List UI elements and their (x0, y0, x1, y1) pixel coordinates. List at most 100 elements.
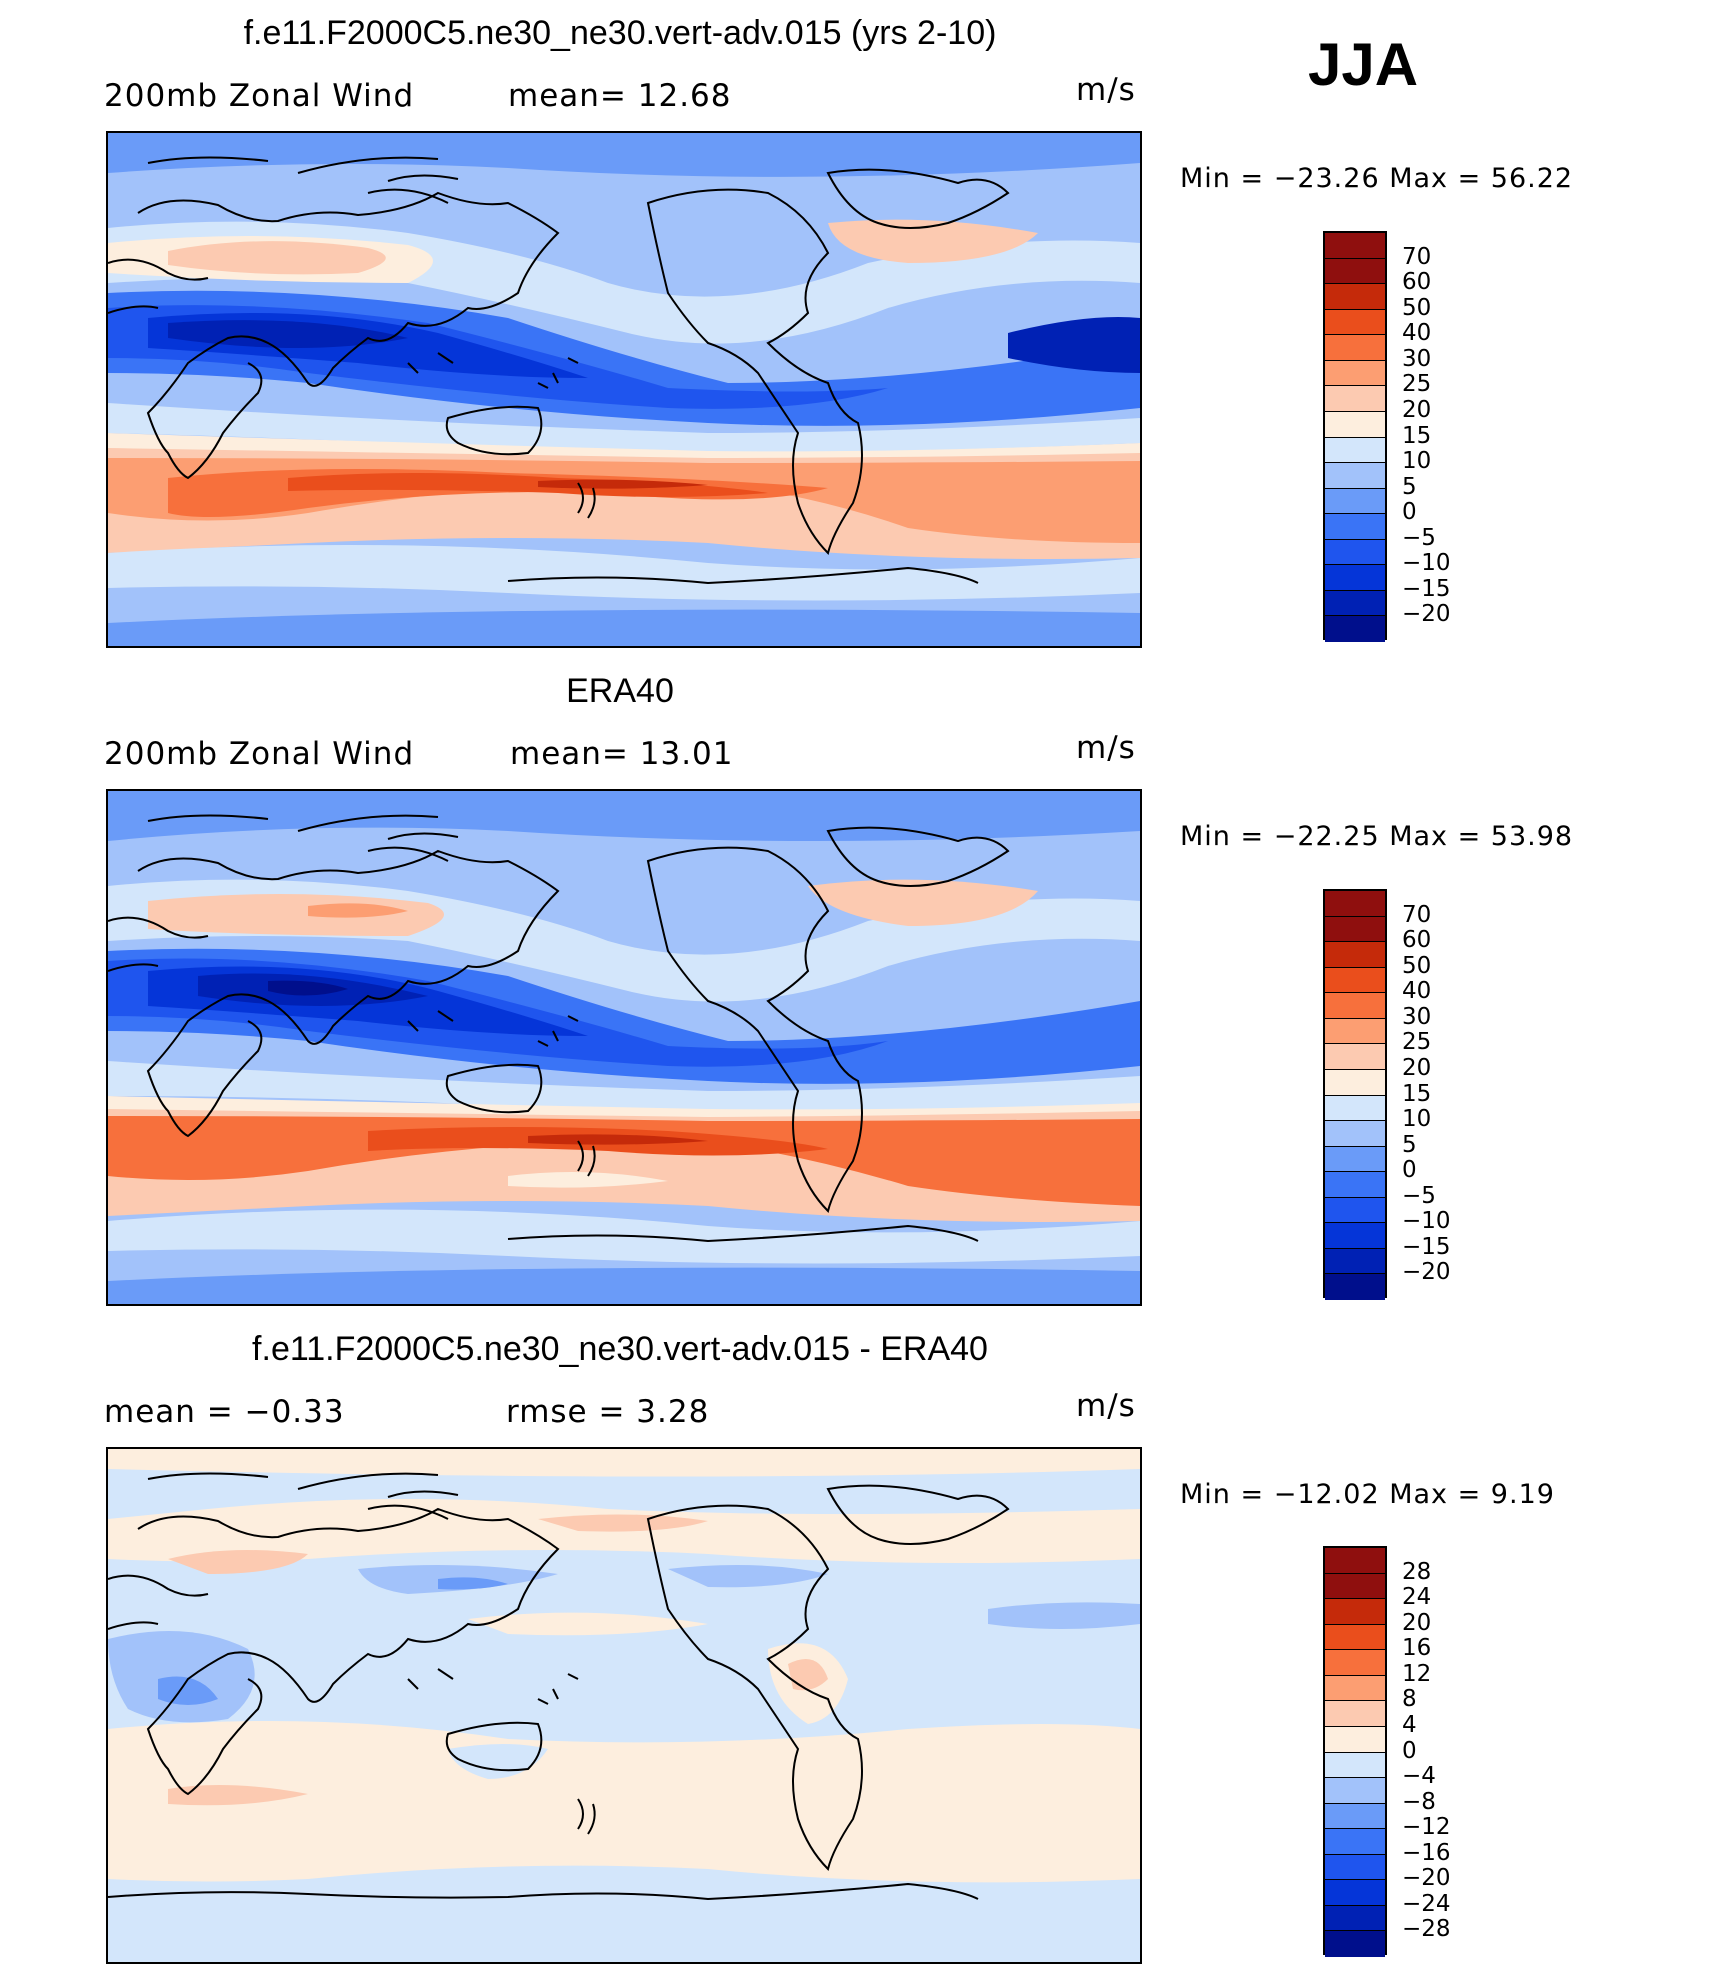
colorbar-tick-label: −20 (1402, 1865, 1451, 1892)
colorbar-swatch (1325, 335, 1385, 361)
colorbar-swatch (1325, 616, 1385, 642)
panel1-colorbar (1323, 231, 1387, 642)
colorbar-tick-label: 12 (1402, 1660, 1432, 1687)
colorbar-tick-label: 25 (1402, 371, 1432, 398)
colorbar-tick-label: 30 (1402, 345, 1432, 372)
colorbar-swatch (1325, 1599, 1385, 1625)
colorbar-swatch (1325, 1121, 1385, 1147)
colorbar-tick-label: 60 (1402, 927, 1432, 954)
colorbar-swatch (1325, 258, 1385, 285)
panel1-variable-label: 200mb Zonal Wind (104, 78, 415, 114)
colorbar-tick-label: −28 (1402, 1916, 1451, 1943)
colorbar-tick-label: 10 (1402, 448, 1432, 475)
colorbar-swatch (1325, 1778, 1385, 1804)
colorbar-swatch (1325, 284, 1385, 310)
colorbar-swatch (1325, 916, 1385, 943)
colorbar-swatch (1325, 1829, 1385, 1855)
colorbar-tick-label: −20 (1402, 1259, 1451, 1286)
colorbar-tick-label: 70 (1402, 243, 1432, 270)
colorbar-tick-label: 5 (1402, 1131, 1417, 1158)
colorbar-tick-label: 20 (1402, 1054, 1432, 1081)
colorbar-swatch (1325, 1701, 1385, 1727)
colorbar-tick-label: −8 (1402, 1788, 1436, 1815)
colorbar-tick-label: 0 (1402, 1737, 1417, 1764)
colorbar-tick-label: 50 (1402, 952, 1432, 979)
colorbar-swatch (1325, 1752, 1385, 1779)
colorbar-swatch (1325, 942, 1385, 968)
colorbar-swatch (1325, 309, 1385, 336)
season-label: JJA (1308, 31, 1419, 98)
panel1-title: f.e11.F2000C5.ne30_ne30.vert-adv.015 (yr… (243, 14, 997, 52)
colorbar-tick-label: 40 (1402, 978, 1432, 1005)
panel3-minmax: Min = −12.02 Max = 9.19 (1180, 1479, 1555, 1510)
colorbar-swatch (1325, 1044, 1385, 1070)
colorbar-tick-label: −16 (1402, 1839, 1451, 1866)
colorbar-swatch (1325, 1223, 1385, 1249)
colorbar-swatch (1325, 514, 1385, 540)
colorbar-swatch (1325, 233, 1385, 259)
colorbar-swatch (1325, 1854, 1385, 1881)
colorbar-swatch (1325, 386, 1385, 412)
panel3-mean-label: mean = −0.33 (104, 1394, 345, 1430)
colorbar-tick-label: −10 (1402, 1208, 1451, 1235)
colorbar-tick-label: 40 (1402, 320, 1432, 347)
colorbar-swatch (1325, 565, 1385, 591)
colorbar-tick-label: 15 (1402, 1080, 1432, 1107)
colorbar-swatch (1325, 539, 1385, 566)
colorbar-tick-label: −5 (1402, 1182, 1436, 1209)
colorbar-tick-label: −15 (1402, 575, 1451, 602)
panel1-minmax: Min = −23.26 Max = 56.22 (1180, 163, 1574, 194)
colorbar-tick-label: 60 (1402, 269, 1432, 296)
colorbar-tick-label: 10 (1402, 1106, 1432, 1133)
colorbar-tick-label: 28 (1402, 1558, 1432, 1585)
colorbar-tick-label: 15 (1402, 422, 1432, 449)
panel1-units: m/s (1076, 72, 1136, 108)
colorbar-swatch (1325, 1803, 1385, 1830)
colorbar-swatch (1325, 891, 1385, 917)
colorbar-tick-label: −5 (1402, 524, 1436, 551)
colorbar-swatch (1325, 463, 1385, 489)
colorbar-swatch (1325, 1548, 1385, 1574)
colorbar-swatch (1325, 1726, 1385, 1753)
colorbar-swatch (1325, 1069, 1385, 1096)
colorbar-tick-label: 4 (1402, 1711, 1417, 1738)
colorbar-swatch (1325, 437, 1385, 464)
panel3-units: m/s (1076, 1388, 1136, 1424)
colorbar-swatch (1325, 488, 1385, 515)
colorbar-swatch (1325, 411, 1385, 438)
colorbar-tick-label: −20 (1402, 601, 1451, 628)
colorbar-tick-label: 0 (1402, 499, 1417, 526)
colorbar-tick-label: −12 (1402, 1814, 1451, 1841)
colorbar-swatch (1325, 1274, 1385, 1300)
colorbar-swatch (1325, 1248, 1385, 1275)
colorbar-swatch (1325, 1931, 1385, 1957)
panel1-mean-label: mean= 12.68 (508, 78, 732, 114)
colorbar-swatch (1325, 1624, 1385, 1651)
panel2-minmax: Min = −22.25 Max = 53.98 (1180, 821, 1574, 852)
colorbar-tick-label: −10 (1402, 550, 1451, 577)
colorbar-swatch (1325, 1675, 1385, 1702)
colorbar-swatch (1325, 1650, 1385, 1676)
colorbar-tick-label: 30 (1402, 1003, 1432, 1030)
colorbar-swatch (1325, 1197, 1385, 1224)
colorbar-swatch (1325, 1095, 1385, 1122)
panel3-colorbar (1323, 1546, 1387, 1957)
colorbar-swatch (1325, 1573, 1385, 1600)
panel2-colorbar (1323, 889, 1387, 1300)
colorbar-tick-label: 25 (1402, 1029, 1432, 1056)
panel2-title: ERA40 (566, 672, 674, 710)
colorbar-tick-label: 0 (1402, 1157, 1417, 1184)
colorbar-tick-label: 24 (1402, 1584, 1432, 1611)
colorbar-tick-label: 5 (1402, 473, 1417, 500)
colorbar-swatch (1325, 1146, 1385, 1173)
colorbar-tick-label: 20 (1402, 1609, 1432, 1636)
colorbar-swatch (1325, 967, 1385, 994)
colorbar-tick-label: 20 (1402, 396, 1432, 423)
panel3-rmse-label: rmse = 3.28 (506, 1394, 710, 1430)
colorbar-tick-label: −4 (1402, 1763, 1436, 1790)
colorbar-swatch (1325, 1880, 1385, 1906)
panel2-map (106, 789, 1142, 1306)
colorbar-swatch (1325, 1018, 1385, 1045)
colorbar-tick-label: 8 (1402, 1686, 1417, 1713)
panel1-map (106, 131, 1142, 648)
